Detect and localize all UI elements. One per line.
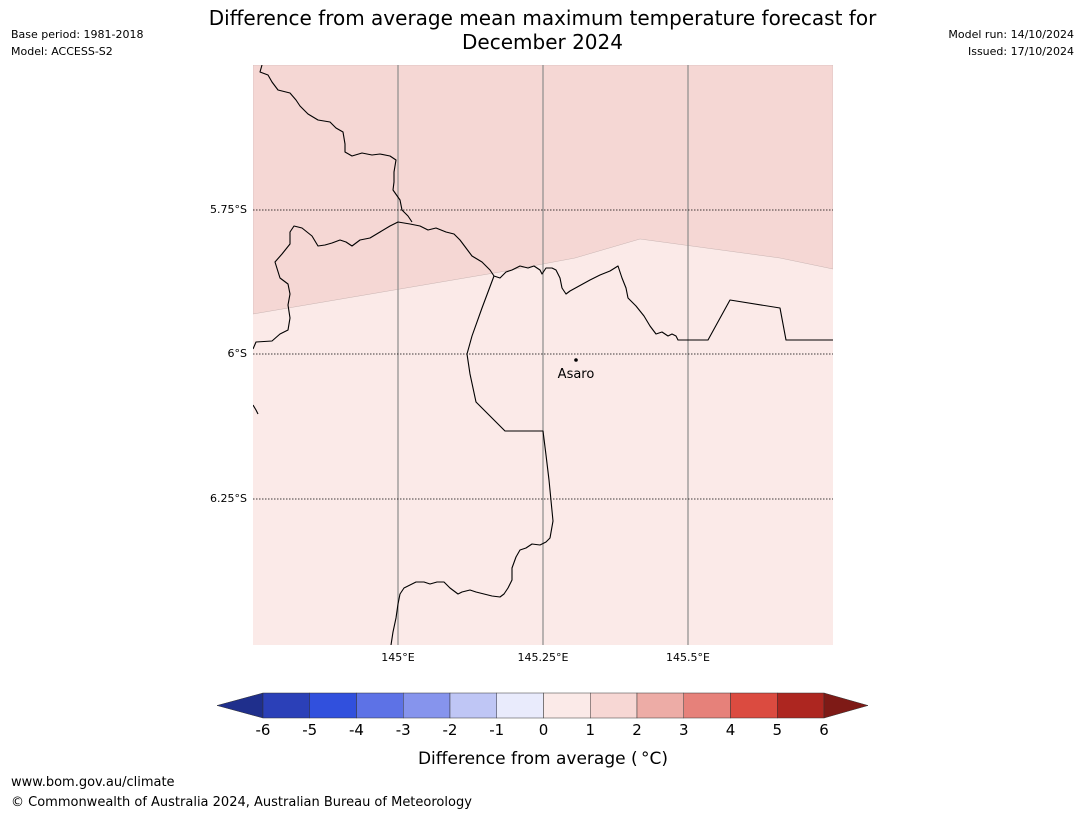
colorbar-bin-5: [449, 692, 497, 719]
meta-left: Base period: 1981-2018 Model: ACCESS-S2: [11, 26, 143, 60]
colorbar-bin-9: [636, 692, 684, 719]
lon-label-145-5: 145.5°E: [666, 651, 710, 664]
colorbar-tick-label: 1: [585, 721, 595, 739]
colorbar-bin-4: [403, 692, 451, 719]
boundary-south: [390, 275, 554, 645]
colorbar-tick-label: -5: [302, 721, 317, 739]
colorbar-tick-label: 3: [679, 721, 689, 739]
issued-date: Issued: 17/10/2024: [967, 45, 1074, 58]
colorbar-bin-7: [543, 692, 591, 719]
asaro-marker: [574, 358, 578, 362]
title-line-1: Difference from average mean maximum tem…: [208, 6, 877, 30]
colorbar-tick-label: 4: [726, 721, 736, 739]
footer-url: www.bom.gov.au/climate: [11, 775, 175, 790]
chart-title: Difference from average mean maximum tem…: [150, 6, 935, 54]
lat-label-6: 6°S: [228, 347, 247, 360]
colorbar-bin-2: [309, 692, 357, 719]
colorbar-tick-label: 6: [819, 721, 829, 739]
place-label-asaro: Asaro: [558, 367, 595, 382]
model-run: Model run: 14/10/2024: [948, 28, 1074, 41]
colorbar-tick-label: -6: [256, 721, 271, 739]
lon-label-145-25: 145.25°E: [518, 651, 569, 664]
boundary-northwest: [259, 65, 413, 223]
colorbar-bin-6: [496, 692, 544, 719]
colorbar-tick-label: -2: [443, 721, 458, 739]
colorbar-bin-1: [262, 692, 310, 719]
lat-label-5-75: 5.75°S: [210, 203, 247, 216]
colorbar-label: Difference from average ( °C): [418, 749, 668, 769]
colorbar-extend-high: [823, 692, 869, 719]
colorbar-tick-label: -3: [396, 721, 411, 739]
colorbar-bin-3: [356, 692, 404, 719]
base-period: Base period: 1981-2018: [11, 28, 144, 41]
boundary-central: [493, 265, 833, 341]
lon-label-145: 145°E: [381, 651, 414, 664]
boundary-western-loop: [253, 221, 495, 350]
colorbar-bin-12: [777, 692, 825, 719]
colorbar: -6 -5 -4 -3 -2 -1 0 1 2 3 4 5 6: [216, 692, 869, 739]
lat-label-6-25: 6.25°S: [210, 492, 247, 505]
meta-right: Model run: 14/10/2024 Issued: 17/10/2024: [948, 26, 1074, 60]
colorbar-bin-10: [683, 692, 731, 719]
colorbar-tick-label: 2: [632, 721, 642, 739]
colorbar-tick-label: -1: [489, 721, 504, 739]
boundary-west-stub: [253, 404, 259, 415]
map-area: [253, 65, 833, 645]
colorbar-tick-label: 5: [772, 721, 782, 739]
colorbar-bin-11: [730, 692, 778, 719]
colorbar-bin-8: [590, 692, 638, 719]
model-name: Model: ACCESS-S2: [11, 45, 113, 58]
title-line-2: December 2024: [462, 30, 623, 54]
colorbar-tick-label: 0: [539, 721, 549, 739]
footer-copyright: © Commonwealth of Australia 2024, Austra…: [11, 795, 472, 810]
colorbar-tick-label: -4: [349, 721, 364, 739]
colorbar-extend-low: [216, 692, 264, 719]
